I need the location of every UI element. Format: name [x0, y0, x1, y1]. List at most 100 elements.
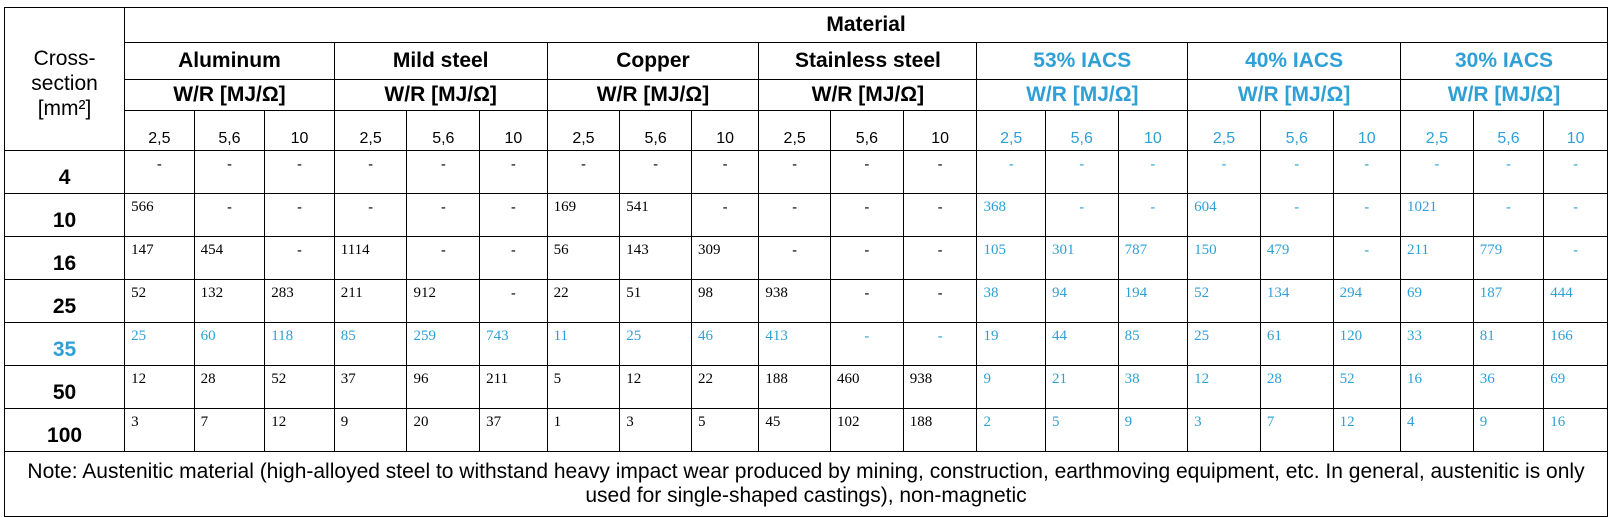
table-cell: 1 [546, 408, 621, 452]
sub-column-header: 10 [902, 110, 978, 151]
sub-column-header: 2,5 [546, 110, 621, 151]
table-cell: 19 [976, 322, 1046, 366]
table-cell: 9 [333, 408, 408, 452]
table-cell: 188 [758, 365, 831, 409]
table-cell: 22 [546, 279, 621, 323]
table-cell: 22 [690, 365, 760, 409]
cross-section-value: 4 [3, 150, 126, 194]
table-cell: 85 [1117, 322, 1189, 366]
table-cell: 413 [758, 322, 831, 366]
material-table: Cross-section [mm²] Material Aluminum Mil… [3, 7, 1608, 517]
table-cell: 25 [619, 322, 692, 366]
table-cell: 5 [690, 408, 760, 452]
table-cell: 56 [546, 236, 621, 280]
material-name: 40% IACS [1187, 42, 1401, 80]
table-cell: - [690, 150, 760, 194]
table-cell: 5 [546, 365, 621, 409]
table-cell: 44 [1044, 322, 1119, 366]
sub-column-header: 2,5 [976, 110, 1046, 151]
sub-column-header: 2,5 [1400, 110, 1474, 151]
material-name: Mild steel [333, 42, 548, 80]
table-cell: 1021 [1400, 193, 1474, 237]
table-cell: 25 [124, 322, 195, 366]
table-cell: 28 [193, 365, 266, 409]
table-note: Note: Austenitic material (high-alloyed … [4, 451, 1608, 517]
table-cell: - [333, 193, 408, 237]
table-cell: 52 [1187, 279, 1261, 323]
table-cell: - [479, 193, 548, 237]
unit-label: W/R [MJ/Ω] [546, 79, 760, 111]
cross-section-value: 16 [3, 236, 126, 280]
table-cell: 21 [1044, 365, 1119, 409]
table-cell: 294 [1332, 279, 1402, 323]
unit-label: W/R [MJ/Ω] [1187, 79, 1401, 111]
table-cell: 5 [1044, 408, 1119, 452]
table-cell: - [264, 150, 335, 194]
table-cell: 9 [1117, 408, 1189, 452]
table-cell: 102 [830, 408, 904, 452]
sub-column-header: 2,5 [1187, 110, 1261, 151]
table-cell: - [830, 193, 904, 237]
table-cell: 37 [333, 365, 408, 409]
table-cell: 132 [193, 279, 266, 323]
table-cell: - [264, 193, 335, 237]
table-cell: 150 [1187, 236, 1261, 280]
table-cell: 94 [1044, 279, 1119, 323]
table-cell: - [619, 150, 692, 194]
table-cell: 20 [406, 408, 481, 452]
table-cell: 52 [1332, 365, 1402, 409]
table-cell: - [690, 193, 760, 237]
table-cell: 9 [976, 365, 1046, 409]
table-cell: 211 [1400, 236, 1474, 280]
material-name: 53% IACS [976, 42, 1189, 80]
table-cell: 259 [406, 322, 481, 366]
table-cell: - [830, 322, 904, 366]
table-cell: 12 [124, 365, 195, 409]
table-cell: - [193, 193, 266, 237]
table-cell: - [1332, 236, 1402, 280]
table-cell: 147 [124, 236, 195, 280]
table-cell: 211 [333, 279, 408, 323]
table-cell: - [1117, 193, 1189, 237]
table-cell: - [902, 236, 978, 280]
material-name: Aluminum [124, 42, 335, 80]
table-cell: - [1259, 150, 1334, 194]
table-row: 25 52 132 283 211 912-22 51 98 938- -38 94 194 52 134… [3, 279, 1608, 323]
table-cell: 460 [830, 365, 904, 409]
table-cell: 45 [758, 408, 831, 452]
table-cell: - [902, 150, 978, 194]
table-cell: 11 [546, 322, 621, 366]
cross-section-value: 35 [3, 322, 126, 366]
table-cell: 7 [193, 408, 266, 452]
unit-label: W/R [MJ/Ω] [758, 79, 978, 111]
table-cell: - [406, 236, 481, 280]
table-cell: 52 [124, 279, 195, 323]
table-cell: 1114 [333, 236, 408, 280]
table-cell: 368 [976, 193, 1046, 237]
unit-label: W/R [MJ/Ω] [124, 79, 335, 111]
cross-section-value: 50 [3, 365, 126, 409]
table-cell: - [902, 279, 978, 323]
table-cell: 36 [1472, 365, 1545, 409]
table-cell: 81 [1472, 322, 1545, 366]
sub-column-header: 10 [479, 110, 548, 151]
sub-column-header: 2,5 [758, 110, 831, 151]
table-cell: - [193, 150, 266, 194]
sub-column-header: 10 [690, 110, 760, 151]
table-cell: - [1543, 193, 1608, 237]
material-name: Copper [546, 42, 760, 80]
table-cell: 787 [1117, 236, 1189, 280]
table-cell: - [976, 150, 1046, 194]
table-cell: 16 [1400, 365, 1474, 409]
table-cell: 134 [1259, 279, 1334, 323]
sub-column-header: 5,6 [193, 110, 266, 151]
table-cell: - [546, 150, 621, 194]
material-name: 30% IACS [1400, 42, 1608, 80]
table-cell: 912 [406, 279, 481, 323]
table-row: 4--------------------- [3, 150, 1608, 194]
table-cell: 541 [619, 193, 692, 237]
unit-label: W/R [MJ/Ω] [1400, 79, 1608, 111]
table-row: 16 147 454-1114- -56 143 309- - -105 301 787 150 47… [3, 236, 1608, 280]
table-cell: - [1044, 150, 1119, 194]
table-cell: 69 [1543, 365, 1608, 409]
